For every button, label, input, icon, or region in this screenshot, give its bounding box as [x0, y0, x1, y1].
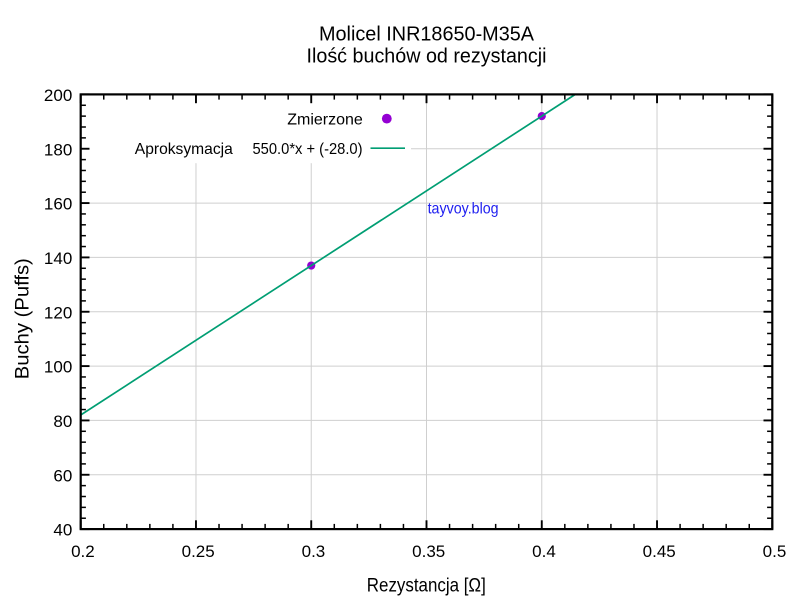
svg-text:80: 80	[53, 412, 72, 431]
svg-text:160: 160	[44, 195, 72, 214]
svg-text:Rezystancja [Ω]: Rezystancja [Ω]	[367, 575, 486, 596]
svg-text:140: 140	[44, 249, 72, 268]
svg-text:0.3: 0.3	[302, 542, 326, 561]
svg-text:Zmierzone: Zmierzone	[287, 111, 363, 128]
svg-text:Molicel INR18650-M35A: Molicel INR18650-M35A	[319, 23, 535, 45]
svg-text:180: 180	[44, 140, 72, 159]
svg-text:0.2: 0.2	[71, 542, 95, 561]
svg-text:Aproksymacja: Aproksymacja	[135, 141, 233, 158]
svg-text:0.25: 0.25	[182, 542, 215, 561]
svg-text:0.35: 0.35	[412, 542, 445, 561]
svg-text:Ilość buchów od rezystancji: Ilość buchów od rezystancji	[307, 46, 547, 68]
svg-text:60: 60	[53, 466, 72, 485]
svg-text:550.0*x + (-28.0): 550.0*x + (-28.0)	[253, 141, 363, 158]
svg-text:200: 200	[44, 86, 72, 105]
svg-text:tayvoy.blog: tayvoy.blog	[428, 201, 499, 218]
svg-text:Buchy (Puffs): Buchy (Puffs)	[13, 258, 34, 379]
svg-text:0.45: 0.45	[643, 542, 676, 561]
svg-text:40: 40	[53, 521, 72, 540]
svg-text:0.5: 0.5	[763, 542, 787, 561]
svg-text:120: 120	[44, 303, 72, 322]
svg-text:100: 100	[44, 358, 72, 377]
svg-text:0.4: 0.4	[532, 542, 556, 561]
